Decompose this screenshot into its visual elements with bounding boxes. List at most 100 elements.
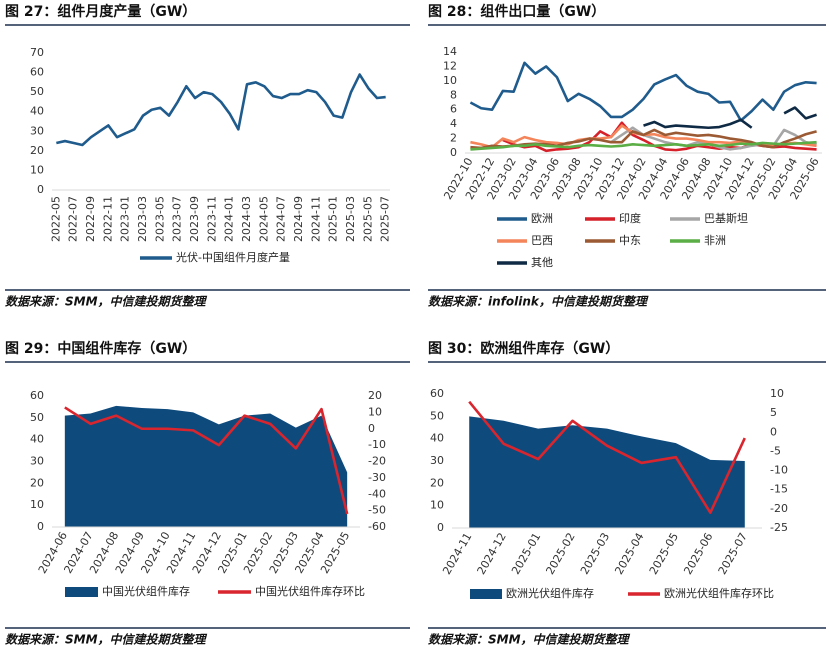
y2-tick-label: -25 <box>770 521 788 534</box>
legend-label: 中东 <box>619 234 641 247</box>
y-tick-label: 40 <box>30 433 44 446</box>
x-tick-label: 2024-09 <box>292 196 305 242</box>
y-tick-label: 70 <box>30 46 44 59</box>
y-tick-label: 4 <box>450 117 457 130</box>
source-note: 数据来源：SMM，中信建投期货整理 <box>428 633 631 647</box>
chart-panel: 图 30：欧洲组件库存（GW） 数据来源：SMM，中信建投期货整理 0 10 20 30 4… <box>428 340 826 647</box>
y2-tick-label: -20 <box>770 502 788 515</box>
x-tick-label: 2022-07 <box>67 196 80 242</box>
y-tick-label: 0 <box>450 146 457 159</box>
y-tick-label: 20 <box>30 144 44 157</box>
chart-panel: 图 27：组件月度产量（GW） 数据来源：SMM，中信建投期货整理 0 10 20 30 4… <box>5 3 410 309</box>
y-tick-label: 50 <box>30 411 44 424</box>
legend-label: 巴基斯坦 <box>704 211 748 225</box>
y-tick-label: 40 <box>430 432 444 445</box>
y2-tick-label: -40 <box>368 487 386 500</box>
x-tick-label: 2025-04 <box>612 531 646 577</box>
x-tick-label: 2024-05 <box>257 196 270 242</box>
series-line <box>469 61 817 122</box>
x-tick-label: 2025-03 <box>344 196 357 242</box>
y-tick-label: 0 <box>437 521 444 534</box>
chart-panel: 图 29：中国组件库存（GW） 数据来源：SMM，中信建投期货整理 0 10 20 30 4… <box>5 340 410 647</box>
y2-tick-label: -20 <box>368 455 386 468</box>
legend-label: 巴西 <box>531 234 553 247</box>
x-tick-label: 2022-11 <box>101 196 114 242</box>
y-tick-label: 10 <box>430 499 444 512</box>
series-line <box>468 400 746 514</box>
y-tick-label: 10 <box>30 163 44 176</box>
y-tick-label: 30 <box>30 124 44 137</box>
x-tick-label: 2025-05 <box>647 531 681 577</box>
x-tick-label: 2023-03 <box>136 196 149 242</box>
x-tick-label: 2024-01 <box>223 196 236 242</box>
y-tick-label: 12 <box>443 59 457 72</box>
legend-label: 欧洲光伏组件库存环比 <box>664 586 774 600</box>
series-area <box>469 416 745 528</box>
x-tick-label: 2024-11 <box>440 531 474 577</box>
x-tick-label: 2024-12 <box>475 531 509 577</box>
y2-tick-label: 0 <box>770 425 777 438</box>
y2-tick-label: -15 <box>770 483 788 496</box>
y-tick-label: 40 <box>30 105 44 118</box>
x-tick-label: 2025-02 <box>544 531 578 577</box>
y2-tick-label: -30 <box>368 471 386 484</box>
y2-tick-label: -10 <box>770 464 788 477</box>
y-tick-label: 50 <box>30 85 44 98</box>
x-tick-label: 2023-05 <box>153 196 166 242</box>
series-line <box>470 140 817 151</box>
chart-title: 图 29：中国组件库存（GW） <box>5 340 196 357</box>
source-note: 数据来源：SMM，中信建投期货整理 <box>5 633 208 647</box>
x-tick-label: 2025-07 <box>716 531 750 577</box>
x-tick-label: 2023-09 <box>188 196 201 242</box>
legend-label: 其他 <box>531 256 553 269</box>
chart-title: 图 30：欧洲组件库存（GW） <box>428 340 619 357</box>
x-tick-label: 2025-05 <box>361 196 374 242</box>
y-tick-label: 30 <box>430 454 444 467</box>
x-tick-label: 2025-07 <box>379 196 392 242</box>
x-tick-label: 2022-05 <box>49 196 62 242</box>
x-tick-label: 2025-01 <box>327 196 340 242</box>
x-tick-label: 2024-11 <box>309 196 322 242</box>
y-tick-label: 8 <box>450 88 457 101</box>
legend-label: 欧洲光伏组件库存 <box>506 586 594 600</box>
y-tick-label: 10 <box>30 498 44 511</box>
y2-tick-label: -10 <box>368 438 386 451</box>
x-tick-label: 2025-03 <box>578 531 612 577</box>
y-tick-label: 14 <box>443 45 457 58</box>
y-tick-label: 20 <box>430 476 444 489</box>
x-tick-label: 2025-06 <box>681 531 715 577</box>
chart-title: 图 28：组件出口量（GW） <box>428 3 605 20</box>
x-tick-label: 2025-01 <box>509 531 543 577</box>
x-tick-label: 2023-07 <box>171 196 184 242</box>
y-tick-label: 10 <box>443 74 457 87</box>
source-note: 数据来源：SMM，中信建投期货整理 <box>5 295 208 309</box>
y2-tick-label: 20 <box>368 389 382 402</box>
y2-tick-label: 0 <box>368 422 375 435</box>
legend-label: 欧洲 <box>531 212 553 225</box>
series-line <box>643 106 818 130</box>
x-tick-label: 2023-11 <box>205 196 218 242</box>
legend-label: 光伏-中国组件月度产量 <box>176 250 290 264</box>
chart-panel: 图 28：组件出口量（GW） 数据来源：infolink，中信建投期货整理 02 46… <box>428 3 826 309</box>
legend-label: 中国光伏组件库存 <box>102 584 190 598</box>
y-tick-label: 20 <box>30 476 44 489</box>
y-tick-label: 0 <box>37 520 44 533</box>
series-line <box>64 406 349 515</box>
legend-swatch <box>470 589 502 599</box>
y2-tick-label: 5 <box>770 406 777 419</box>
y-tick-label: 2 <box>450 132 457 145</box>
legend-label: 中国光伏组件库存环比 <box>255 584 365 598</box>
y2-tick-label: -5 <box>770 444 781 457</box>
y2-tick-label: 10 <box>770 387 784 400</box>
legend-swatch <box>65 587 98 597</box>
chart-title: 图 27：组件月度产量（GW） <box>5 3 196 20</box>
y-tick-label: 60 <box>30 66 44 79</box>
legend-label: 印度 <box>619 211 641 225</box>
x-tick-label: 2024-07 <box>275 196 288 242</box>
series-area <box>64 405 348 527</box>
series-line <box>56 73 386 147</box>
y-tick-label: 60 <box>30 389 44 402</box>
x-tick-label: 2022-09 <box>84 196 97 242</box>
y-tick-label: 50 <box>430 409 444 422</box>
